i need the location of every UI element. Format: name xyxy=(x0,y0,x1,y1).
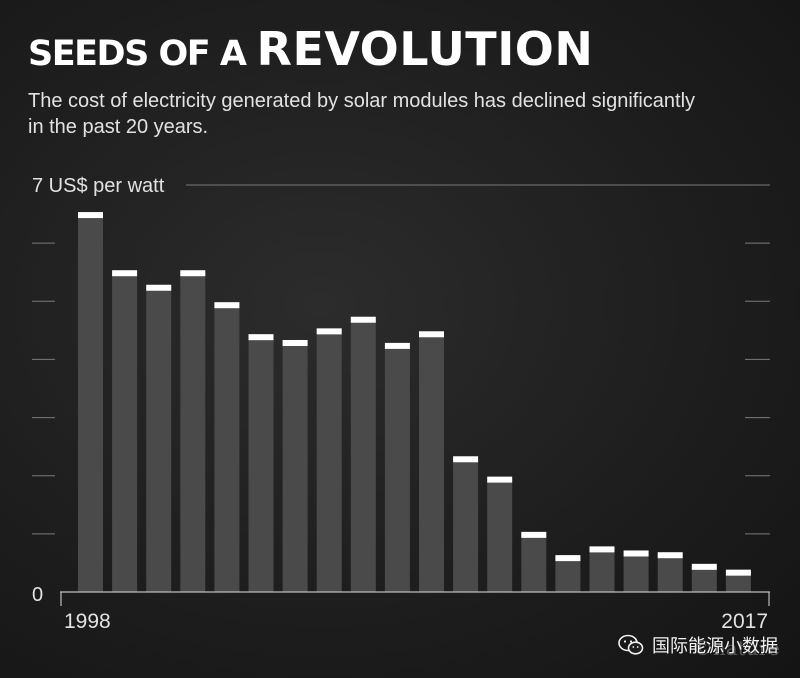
bar xyxy=(146,286,172,592)
bar xyxy=(112,272,138,592)
bar-cap xyxy=(691,563,717,570)
title-emphasis: REVOLUTION xyxy=(256,22,594,76)
bar-cap xyxy=(487,476,513,483)
bar xyxy=(78,214,103,593)
bar-cap xyxy=(555,555,581,562)
bar-cap xyxy=(657,552,683,559)
bar xyxy=(623,552,649,592)
bar xyxy=(316,330,342,592)
bar xyxy=(725,571,751,592)
watermark-text: 国际能源小数据 xyxy=(652,636,778,657)
bar-cap xyxy=(384,342,410,349)
wechat-icon xyxy=(618,634,644,655)
bar xyxy=(384,344,410,592)
bar xyxy=(419,333,444,592)
bar-cap xyxy=(419,331,444,338)
nature-credit: ©nature xyxy=(692,636,780,660)
bar xyxy=(350,318,376,592)
bar-cap xyxy=(521,531,547,538)
bar-cap xyxy=(78,212,103,219)
title-prefix: SEEDS OF A xyxy=(28,34,247,74)
chart-title: SEEDS OF A REVOLUTION xyxy=(28,26,593,72)
bar-cap xyxy=(316,328,342,335)
bar-cap xyxy=(589,546,615,553)
bar xyxy=(555,557,581,592)
bar-cap xyxy=(453,456,479,463)
bar xyxy=(589,548,615,592)
bar xyxy=(691,565,717,592)
y-tick-label-0: 0 xyxy=(32,584,43,606)
bar-cap xyxy=(112,270,138,277)
bar xyxy=(521,533,547,592)
bar-cap xyxy=(623,550,649,557)
bar-cap xyxy=(725,569,751,576)
wechat-watermark: 国际能源小数据 xyxy=(618,632,778,658)
x-tick-label-last: 2017 xyxy=(721,610,768,633)
y-tick-label-max: 7 US$ per watt xyxy=(32,175,165,197)
x-tick-label-first: 1998 xyxy=(64,610,111,633)
bar-cap xyxy=(248,334,274,341)
chart-subtitle: The cost of electricity generated by sol… xyxy=(28,90,696,138)
bar xyxy=(248,336,274,592)
bar xyxy=(282,341,308,592)
bar-cap xyxy=(214,302,240,309)
bar xyxy=(453,458,479,592)
bar xyxy=(487,478,513,592)
bar-cap xyxy=(146,284,172,291)
bar-cap xyxy=(350,316,376,323)
bar xyxy=(180,272,206,592)
bar-cap xyxy=(180,270,206,277)
bar xyxy=(214,304,240,592)
bar-cap xyxy=(282,339,308,346)
bar xyxy=(657,554,683,592)
